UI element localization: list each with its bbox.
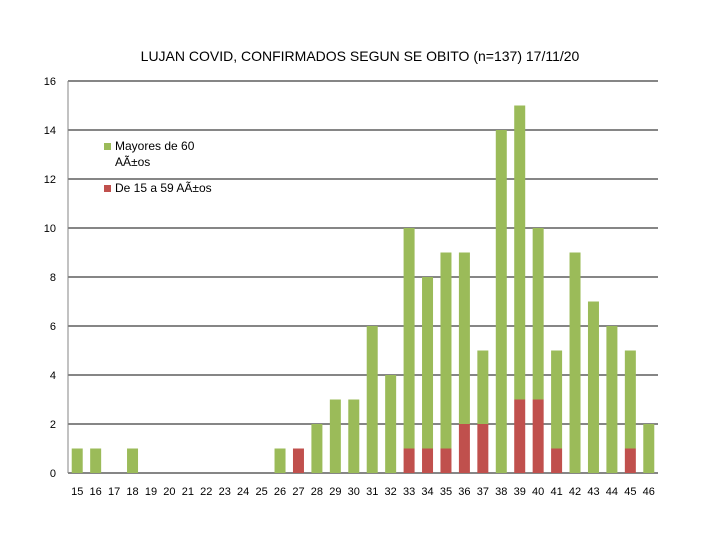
legend-label-mayores-de-60: Mayores de 60 AÃ±os	[115, 139, 195, 169]
x-tick-label: 27	[292, 486, 304, 498]
x-tick-label: 29	[329, 486, 341, 498]
bar-segment-de-15-a-59	[403, 448, 415, 473]
bar-segment-mayores-de-60	[127, 448, 139, 473]
chart-title: LUJAN COVID, CONFIRMADOS SEGUN SE OBITO …	[140, 48, 580, 64]
y-tick-label: 16	[44, 76, 56, 88]
y-tick-label: 12	[44, 174, 56, 186]
bar-segment-mayores-de-60	[551, 350, 563, 449]
bar-segment-mayores-de-60	[643, 424, 655, 473]
bar-segment-mayores-de-60	[458, 252, 470, 424]
bar-segment-de-15-a-59	[624, 448, 636, 473]
x-tick-label: 46	[643, 486, 655, 498]
bar-segment-mayores-de-60	[606, 326, 618, 473]
x-tick-label: 23	[219, 486, 231, 498]
x-tick-label: 30	[348, 486, 360, 498]
bar-segment-de-15-a-59	[422, 448, 434, 473]
x-tick-label: 34	[421, 486, 433, 498]
bar-segment-mayores-de-60	[366, 326, 378, 473]
bar-segment-de-15-a-59	[514, 399, 526, 473]
x-tick-label: 28	[311, 486, 323, 498]
x-tick-label: 18	[126, 486, 138, 498]
y-tick-label: 14	[44, 125, 56, 137]
x-tick-label: 19	[145, 486, 157, 498]
bar-segment-mayores-de-60	[403, 228, 415, 449]
bar-segment-mayores-de-60	[422, 277, 434, 449]
bar-segment-de-15-a-59	[292, 448, 304, 473]
bar-segment-mayores-de-60	[624, 350, 636, 449]
x-tick-label: 24	[237, 486, 249, 498]
x-tick-label: 45	[624, 486, 636, 498]
x-tick-label: 39	[514, 486, 526, 498]
y-tick-label: 6	[50, 321, 56, 333]
x-tick-label: 42	[569, 486, 581, 498]
y-tick-label: 10	[44, 223, 56, 235]
x-tick-label: 37	[477, 486, 489, 498]
x-tick-label: 16	[90, 486, 102, 498]
bar-segment-mayores-de-60	[348, 399, 360, 473]
x-tick-label: 44	[606, 486, 618, 498]
y-tick-label: 0	[50, 468, 56, 480]
x-tick-label: 32	[385, 486, 397, 498]
bar-segment-mayores-de-60	[311, 424, 323, 473]
bar-segment-mayores-de-60	[495, 130, 507, 473]
legend-swatch-de-15-a-59	[104, 185, 111, 192]
bar-segment-mayores-de-60	[477, 350, 489, 424]
bar-segment-mayores-de-60	[71, 448, 83, 473]
x-tick-label: 26	[274, 486, 286, 498]
x-tick-label: 40	[532, 486, 544, 498]
bar-segment-mayores-de-60	[587, 301, 599, 473]
bar-segment-de-15-a-59	[458, 424, 470, 473]
bar-segment-de-15-a-59	[440, 448, 452, 473]
bar-segment-mayores-de-60	[569, 252, 581, 473]
x-tick-label: 35	[440, 486, 452, 498]
bar-segment-mayores-de-60	[90, 448, 102, 473]
x-tick-label: 31	[366, 486, 378, 498]
x-tick-label: 38	[495, 486, 507, 498]
bar-segment-de-15-a-59	[532, 399, 544, 473]
bar-segment-mayores-de-60	[440, 252, 452, 449]
bar-segment-de-15-a-59	[477, 424, 489, 473]
x-tick-label: 36	[458, 486, 470, 498]
x-tick-label: 21	[182, 486, 194, 498]
bar-segment-de-15-a-59	[551, 448, 563, 473]
bar-segment-mayores-de-60	[514, 105, 526, 400]
x-tick-label: 41	[550, 486, 562, 498]
x-tick-label: 20	[163, 486, 175, 498]
y-tick-label: 4	[50, 370, 56, 382]
y-tick-label: 2	[50, 419, 56, 431]
x-tick-label: 43	[587, 486, 599, 498]
x-tick-label: 33	[403, 486, 415, 498]
x-tick-label: 22	[200, 486, 212, 498]
bar-segment-mayores-de-60	[329, 399, 341, 473]
y-tick-label: 8	[50, 272, 56, 284]
bar-segment-mayores-de-60	[532, 228, 544, 400]
bar-segment-mayores-de-60	[385, 375, 397, 473]
x-tick-label: 25	[255, 486, 267, 498]
legend-label-de-15-a-59: De 15 a 59 AÃ±os	[115, 181, 212, 195]
x-tick-label: 15	[71, 486, 83, 498]
x-tick-label: 17	[108, 486, 120, 498]
legend-swatch-mayores-de-60	[104, 143, 111, 150]
bar-segment-mayores-de-60	[274, 448, 286, 473]
